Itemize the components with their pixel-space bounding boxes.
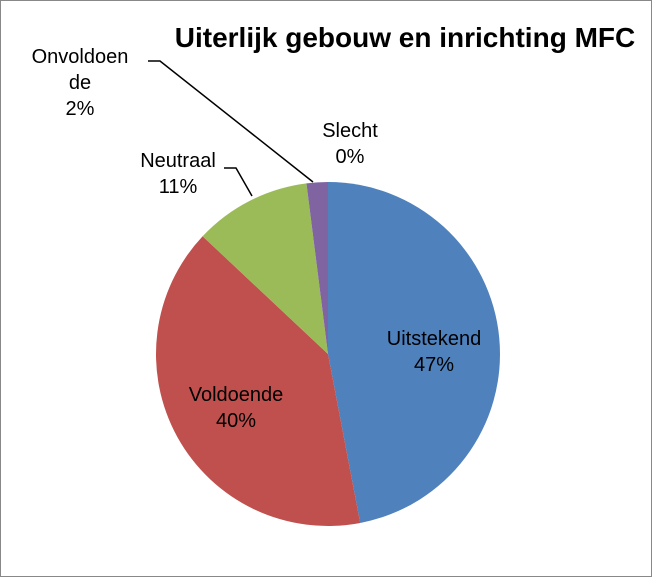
category-label: Slecht <box>322 120 378 142</box>
pie-slice <box>155 236 361 526</box>
data-label: Onvoldoende 2% <box>30 44 130 122</box>
data-label: Uitstekend 47% <box>384 326 484 378</box>
pie-slice <box>306 182 328 354</box>
value-label: 47% <box>413 354 455 376</box>
pie-slice <box>202 183 328 354</box>
value-label: 0% <box>335 146 365 168</box>
data-label: Neutraal 11% <box>118 148 238 200</box>
leader-line <box>224 167 253 197</box>
pie-slice <box>328 182 501 523</box>
value-label: 40% <box>215 410 257 432</box>
value-label: 2% <box>65 98 95 120</box>
category-label: Voldoende <box>188 384 284 406</box>
chart-title: Uiterlijk gebouw en inrichting MFC <box>174 22 636 53</box>
leader-line <box>148 60 314 183</box>
category-label: Uitstekend <box>386 328 482 350</box>
data-label: Voldoende 40% <box>186 382 286 434</box>
data-label: Slecht 0% <box>310 118 390 170</box>
category-label: Onvoldoende <box>31 46 129 94</box>
category-label: Neutraal <box>140 150 216 172</box>
value-label: 11% <box>158 176 198 198</box>
